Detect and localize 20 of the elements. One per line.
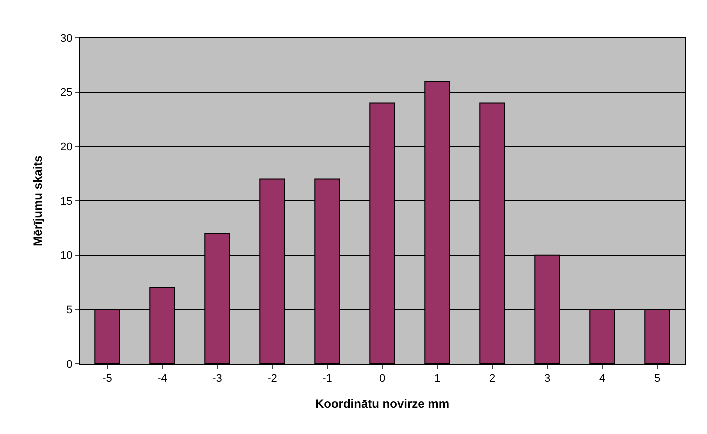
x-tick-label: -3 (212, 373, 222, 386)
x-tick-label: -5 (102, 373, 112, 386)
x-tick-label: -1 (322, 373, 332, 386)
x-tick-label: 2 (489, 373, 496, 386)
y-axis-title: Mērījumu skaits (30, 155, 45, 246)
y-tick-label: 10 (60, 250, 73, 262)
y-tick-label: 5 (66, 304, 73, 317)
y-tick-label: 0 (66, 358, 73, 371)
x-axis-title: Koordinātu novirze mm (315, 397, 450, 412)
x-tick-label: 1 (434, 373, 441, 386)
y-tick-label: 20 (60, 142, 73, 154)
x-tick-label: 3 (544, 373, 551, 386)
x-tick-label: 5 (654, 373, 661, 386)
y-tick-label: 30 (60, 32, 73, 45)
x-tick-label: -2 (268, 373, 278, 386)
x-tick-label: 4 (599, 373, 606, 386)
y-tick-label: 25 (60, 87, 73, 100)
x-tick-label: -4 (158, 373, 168, 386)
y-tick-label: 15 (60, 196, 73, 208)
x-tick-label: 0 (379, 373, 386, 386)
